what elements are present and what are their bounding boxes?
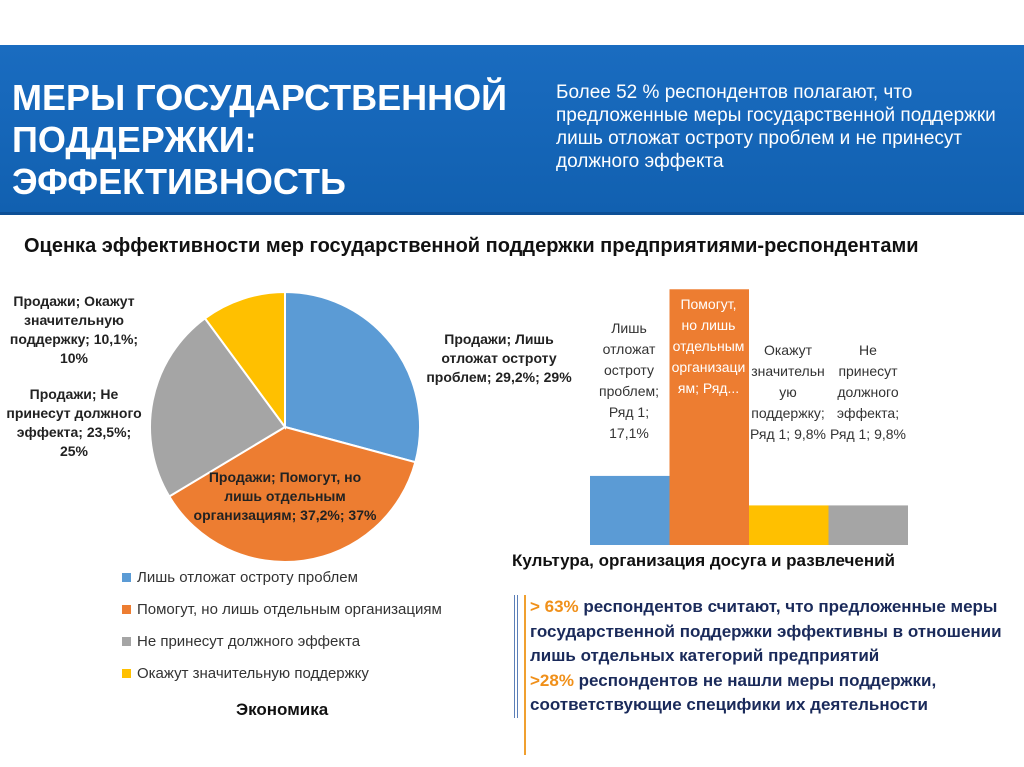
bar-yellow (749, 505, 829, 545)
legend-swatch-icon (122, 605, 131, 614)
pie-slice-yellow (203, 290, 286, 431)
legend-item: Не принесут должного эффекта (122, 633, 360, 650)
legend-item: Окажут значительную поддержку (122, 665, 369, 682)
note-accent-line (524, 595, 526, 755)
slide-title: МЕРЫ ГОСУДАРСТВЕННОЙ ПОДДЕРЖКИ: ЭФФЕКТИВ… (12, 77, 508, 202)
bar-caption: Культура, организация досуга и развлечен… (512, 551, 895, 570)
bar-label-yellow: Окажут значительную поддержку; Ряд 1; 9,… (750, 342, 826, 442)
slide-subtitle: Более 52 % респондентов полагают, что пр… (556, 82, 996, 172)
pie-label-orange: Продажи; Помогут, но лишь отдельным орга… (193, 469, 377, 523)
pie-slice-blue (284, 290, 421, 464)
legend-swatch-icon (122, 637, 131, 646)
note-2: >28% респондентов не нашли меры поддержк… (530, 670, 937, 715)
pie-caption: Экономика (236, 700, 329, 719)
pie-label-blue: Продажи; Лишь отложат остроту проблем; 2… (426, 331, 572, 385)
chart-title: Оценка эффективности мер государственной… (24, 235, 919, 257)
header-banner: МЕРЫ ГОСУДАРСТВЕННОЙ ПОДДЕРЖКИ: ЭФФЕКТИВ… (0, 45, 1024, 215)
note-1: > 63% респондентов считают, что предложе… (530, 597, 1002, 665)
pie-slice-orange (167, 425, 417, 563)
bar-orange (669, 289, 749, 545)
bar-gray (828, 505, 908, 545)
bar-label-orange: Помогут, но лишь отдельным организациям;… (671, 296, 746, 396)
bar-label-blue: Лишь отложат остроту проблем; Ряд 1; 17,… (598, 320, 659, 441)
pie-slice-gray (149, 316, 287, 498)
bar-blue (590, 475, 670, 545)
bar-label-gray: Не принесут должного эффекта; Ряд 1; 9,8… (830, 342, 906, 442)
legend-item: Лишь отложат остроту проблем (122, 569, 358, 586)
legend-item: Помогут, но лишь отдельным организациям (122, 601, 442, 618)
pie-label-gray: Продажи; Не принесут должного эффекта; 2… (6, 386, 142, 459)
legend-swatch-icon (122, 573, 131, 582)
conclusion-notes: > 63% респондентов считают, что предложе… (514, 595, 1019, 718)
pie-label-yellow: Продажи; Окажут значительную поддержку; … (9, 293, 139, 366)
legend-swatch-icon (122, 669, 131, 678)
